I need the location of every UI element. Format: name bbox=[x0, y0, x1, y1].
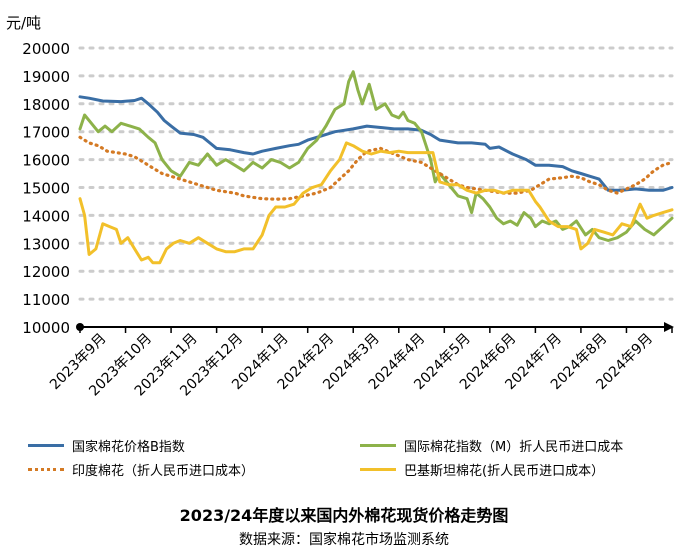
y-axis-unit-label: 元/吨 bbox=[6, 14, 41, 32]
series-line-india bbox=[78, 135, 674, 201]
legend-swatch-pakistan bbox=[360, 468, 396, 471]
y-tick-label-17000: 17000 bbox=[22, 124, 70, 142]
legend-label-m-index: 国际棉花指数（M）折人民币进口成本 bbox=[404, 440, 624, 455]
y-tick-label-13000: 13000 bbox=[22, 235, 70, 253]
legend-item-m-index: 国际棉花指数（M）折人民币进口成本 bbox=[360, 436, 623, 455]
legend-item-pakistan: 巴基斯坦棉花(折人民币进口成本） bbox=[360, 460, 604, 479]
y-tick-label-15000: 15000 bbox=[22, 180, 70, 198]
y-tick-label-10000: 10000 bbox=[22, 319, 70, 337]
y-tick-label-19000: 19000 bbox=[22, 68, 70, 86]
legend-swatch-india bbox=[28, 468, 64, 471]
series-line-b-index bbox=[78, 95, 674, 192]
legend-label-pakistan: 巴基斯坦棉花(折人民币进口成本） bbox=[404, 464, 605, 479]
legend-label-b-index: 国家棉花价格B指数 bbox=[72, 440, 185, 455]
legend-item-india: 印度棉花（折人民币进口成本） bbox=[28, 460, 254, 479]
y-tick-label-20000: 20000 bbox=[22, 40, 70, 58]
y-tick-label-16000: 16000 bbox=[22, 152, 70, 170]
y-tick-label-18000: 18000 bbox=[22, 96, 70, 114]
series-line-pakistan bbox=[78, 141, 674, 265]
y-tick-label-14000: 14000 bbox=[22, 207, 70, 225]
y-tick-label-11000: 11000 bbox=[22, 291, 70, 309]
legend-swatch-b-index bbox=[28, 444, 64, 447]
x-axis-arrow bbox=[664, 322, 674, 332]
chart-plot: 元/吨 10000 11000 12000 13000 14000 15000 16000 17… bbox=[6, 14, 674, 399]
legend-label-india: 印度棉花（折人民币进口成本） bbox=[72, 464, 255, 479]
chart-title: 2023/24年度以来国内外棉花现货价格走势图 bbox=[179, 506, 509, 525]
y-tick-label-12000: 12000 bbox=[22, 263, 70, 281]
legend-swatch-m-index bbox=[360, 444, 396, 447]
chart-source: 数据来源：国家棉花市场监测系统 bbox=[239, 532, 449, 548]
legend-item-b-index: 国家棉花价格B指数 bbox=[28, 436, 185, 455]
